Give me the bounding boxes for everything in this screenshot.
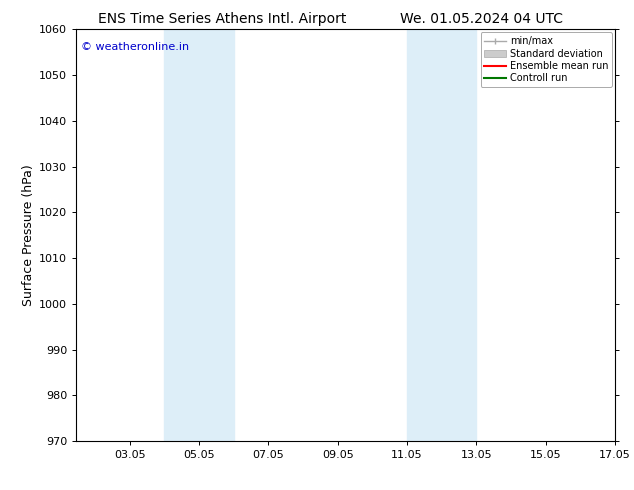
- Text: ENS Time Series Athens Intl. Airport: ENS Time Series Athens Intl. Airport: [98, 12, 346, 26]
- Bar: [164, 29, 234, 441]
- Text: We. 01.05.2024 04 UTC: We. 01.05.2024 04 UTC: [400, 12, 564, 26]
- Text: © weatheronline.in: © weatheronline.in: [81, 42, 190, 52]
- Bar: [407, 29, 476, 441]
- Y-axis label: Surface Pressure (hPa): Surface Pressure (hPa): [22, 164, 35, 306]
- Legend: min/max, Standard deviation, Ensemble mean run, Controll run: min/max, Standard deviation, Ensemble me…: [481, 32, 612, 87]
